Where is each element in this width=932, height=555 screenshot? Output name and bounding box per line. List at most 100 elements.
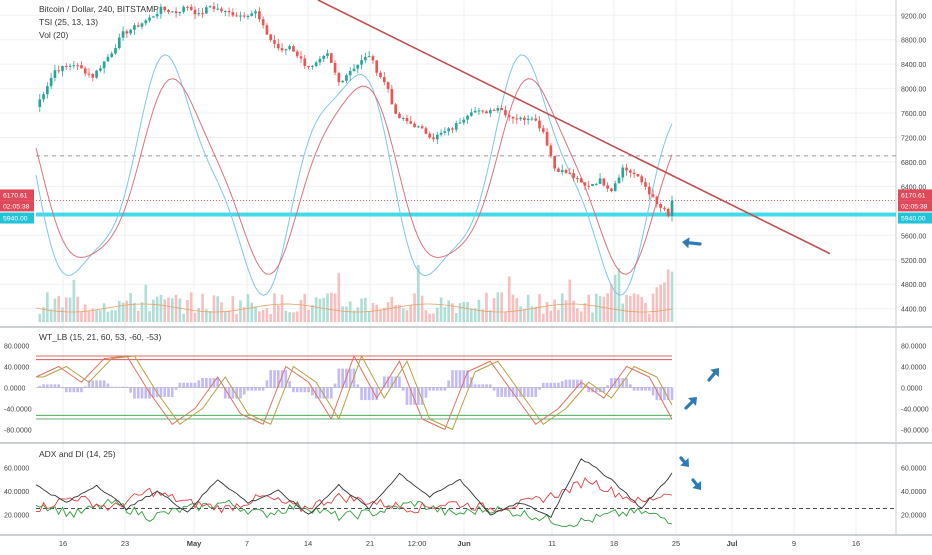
candle-body	[375, 60, 379, 73]
volume-bar	[307, 309, 310, 322]
volume-bar	[329, 292, 333, 322]
wt-hist-bar	[76, 387, 79, 393]
volume-bar	[337, 272, 341, 322]
candle-body	[61, 65, 64, 72]
volume-bar	[333, 293, 337, 322]
volume-bar	[136, 310, 140, 322]
price-axis[interactable]: 9200.00 8800.00 8400.00 8000.00 7600.00 7200.…	[0, 13, 932, 314]
volume-bar	[432, 313, 435, 322]
candle-body	[511, 116, 515, 119]
symbol-title: Bitcoin / Dollar, 240, BITSTAMP	[39, 4, 159, 14]
volume-bar	[398, 304, 401, 322]
wt-hist-bar	[193, 382, 197, 388]
candle-body	[208, 6, 212, 8]
wt-legend[interactable]: WT_LB (15, 21, 60, 53, -60, -53)	[39, 332, 162, 342]
price-badge-label: 5940.00	[3, 216, 28, 223]
time-axis[interactable]: 16 23 May 7 14 21 12:00 Jun 11 18 25 Jul 9 16	[59, 539, 860, 548]
wt-hist-bar	[485, 384, 488, 388]
wt-hist-bar	[201, 378, 204, 388]
price-tick-label: 5600.00	[901, 233, 926, 240]
volume-legend[interactable]: Vol (20)	[39, 30, 68, 40]
arrow-up-right-icon-head	[710, 368, 719, 377]
time-tick-label: May	[187, 539, 202, 548]
wt-hist-bar	[500, 387, 503, 397]
volume-bar	[148, 311, 151, 322]
candle-body	[292, 46, 295, 52]
wt-hist-bar	[314, 387, 318, 399]
volume-bar	[651, 293, 655, 322]
wt-hist-bar	[136, 387, 140, 399]
wt-hist-bar	[57, 384, 61, 388]
candle-body	[352, 68, 356, 71]
wt-hist-bar	[239, 387, 242, 399]
price-candles[interactable]	[38, 2, 674, 222]
time-tick-label: 16	[852, 539, 860, 548]
volume-bar	[292, 312, 295, 322]
arrow-left-icon-head	[682, 237, 690, 249]
volume-bar	[507, 276, 511, 322]
candle-body	[356, 64, 360, 69]
wt-hist-bar	[216, 378, 220, 388]
wt-left-tick-label: -80.0000	[4, 428, 32, 435]
wt-hist-bar	[655, 387, 659, 401]
volume-bar	[511, 294, 515, 322]
volume-ma-line	[35, 303, 673, 313]
candle-body	[413, 123, 416, 128]
candle-body	[466, 115, 469, 120]
wt-hist-bar	[670, 387, 674, 401]
volume-bar	[606, 293, 609, 322]
candle-body	[640, 176, 644, 183]
wt-tick-label: -40.0000	[901, 407, 929, 414]
candle-body	[371, 56, 375, 61]
candle-body	[454, 123, 458, 130]
volume-bar	[223, 311, 227, 322]
wt-hist-bar	[53, 384, 57, 388]
candle-body	[523, 117, 526, 120]
wt-hist-bar	[492, 387, 496, 391]
wt-hist-bar	[417, 387, 420, 405]
wt-hist-bar	[265, 380, 269, 388]
wt-hist-bar	[451, 370, 454, 388]
adx-legend[interactable]: ADX and DI (14, 25)	[39, 449, 116, 459]
candle-body	[420, 126, 424, 129]
volume-bar	[356, 307, 360, 322]
candle-body	[64, 65, 68, 67]
descending-trendline[interactable]	[317, 0, 831, 255]
candle-body	[326, 53, 329, 56]
volume-bar	[572, 300, 575, 322]
wt-hist-bar	[356, 384, 360, 388]
candle-body	[663, 207, 666, 209]
volume-bar	[80, 311, 83, 322]
wt-hist-bar	[208, 378, 212, 388]
wt-hist-bar	[659, 387, 662, 401]
volume-bar	[345, 306, 348, 322]
volume-bar	[227, 310, 231, 322]
volume-bar	[504, 311, 507, 322]
wt-hist-bar	[299, 387, 303, 393]
price-badge-label: 02:05:38	[3, 203, 30, 210]
candle-body	[38, 99, 42, 108]
candle-body	[307, 65, 310, 67]
tsi-legend[interactable]: TSI (25, 13, 13)	[39, 17, 98, 27]
candle-body	[473, 110, 477, 113]
candle-body	[496, 108, 500, 111]
price-tick-label: 8800.00	[901, 38, 926, 45]
candle-body	[72, 65, 76, 67]
candle-body	[345, 75, 348, 81]
volume-bar	[500, 292, 503, 322]
candle-body	[295, 51, 299, 57]
wt-hist-bar	[364, 387, 367, 401]
wt-hist-bar	[409, 387, 413, 405]
candle-body	[549, 145, 553, 156]
wt-hist-bar	[663, 387, 666, 401]
volume-bar	[170, 298, 174, 322]
candle-body	[382, 77, 386, 83]
candle-body	[186, 6, 189, 8]
wt-hist-bar	[651, 387, 655, 396]
wt-left-tick-label: -40.0000	[4, 407, 32, 414]
candle-body	[545, 131, 549, 146]
wt-hist-bar	[303, 387, 307, 393]
wt-hist-bar	[189, 382, 193, 388]
